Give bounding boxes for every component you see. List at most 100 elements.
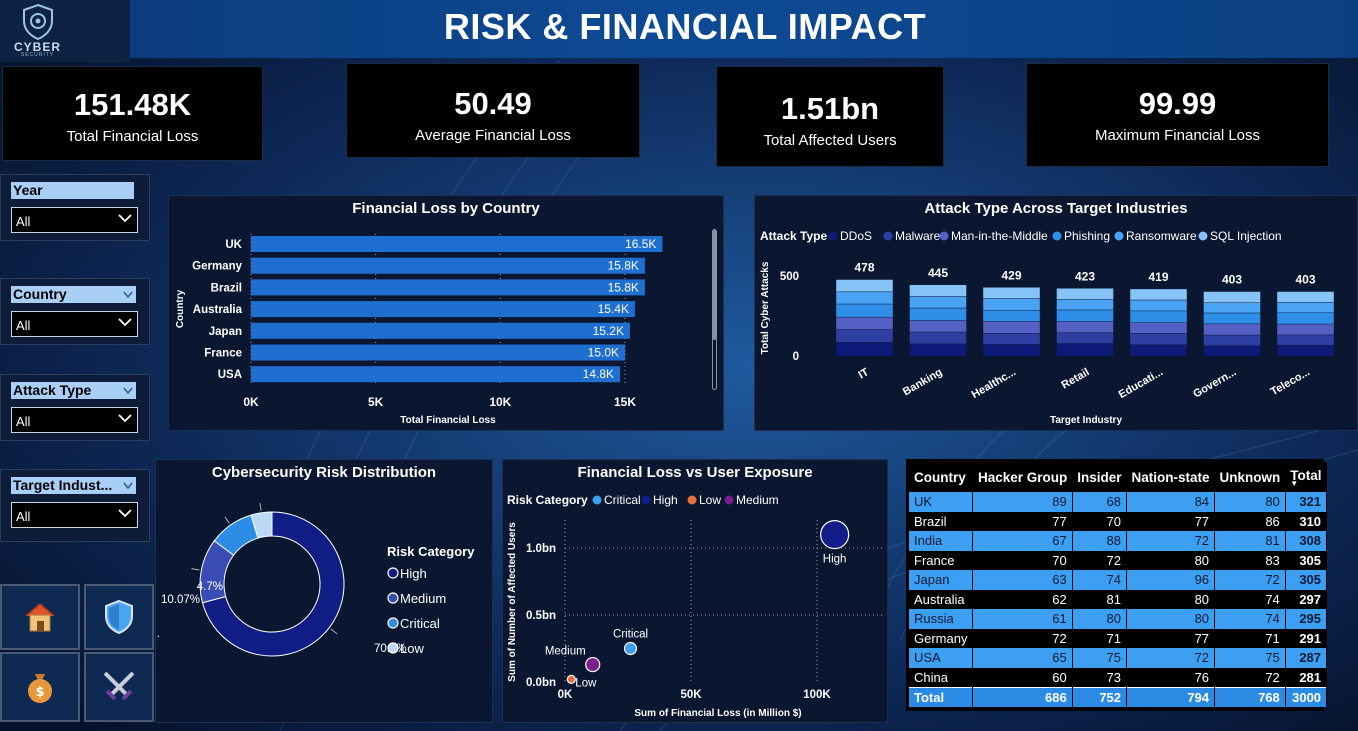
attack-type-dropdown[interactable]: All [11,407,138,433]
stacked-bar-segment[interactable] [1203,345,1261,357]
shield-nav-button[interactable] [84,584,154,650]
donut-slice[interactable] [201,511,345,657]
legend-label[interactable]: Ransomware [1126,229,1197,243]
legend-label[interactable]: Low [699,493,721,507]
column-header[interactable]: Total ▼ [1285,462,1327,492]
column-header[interactable]: Unknown [1214,462,1286,492]
country-bar[interactable] [251,257,645,274]
stacked-bar-segment[interactable] [835,303,894,318]
stacked-bar-segment[interactable] [1056,321,1114,333]
stacked-bar-segment[interactable] [835,279,894,293]
table-row[interactable]: Australia 62 81 80 74 297 [909,589,1328,609]
stacked-bar-segment[interactable] [982,298,1041,311]
stacked-bar-segment[interactable] [1276,344,1335,357]
stacked-bar-segment[interactable] [1276,291,1335,303]
stacked-bar-segment[interactable] [1276,334,1335,346]
legend-label[interactable]: DDoS [840,229,872,243]
legend-label[interactable]: Medium [736,493,779,507]
year-dropdown[interactable]: All [11,207,138,233]
table-row[interactable]: Germany 72 71 77 71 291 [909,628,1328,648]
stacked-bar-segment[interactable] [1203,323,1261,336]
logo-text: CYBER [13,40,61,54]
country-bar[interactable] [251,279,645,296]
stacked-bar-segment[interactable] [1203,302,1261,314]
table-row[interactable]: France 70 72 80 83 305 [909,550,1328,570]
legend-label[interactable]: High [400,566,427,581]
stacked-bar-segment[interactable] [835,329,894,343]
stacked-bar-segment[interactable] [1203,334,1261,346]
stacked-bar-segment[interactable] [1056,288,1114,300]
stacked-bar-segment[interactable] [835,316,894,330]
stacked-bar-segment[interactable] [1129,322,1188,334]
column-header[interactable]: Nation-state [1126,462,1215,492]
legend-label[interactable]: SQL Injection [1210,229,1282,243]
table-row[interactable]: Brazil 77 70 77 86 310 [909,511,1328,531]
stacked-bar-segment[interactable] [1276,302,1335,313]
stacked-bar-segment[interactable] [982,344,1041,357]
column-header[interactable]: Country [909,462,973,492]
country-dropdown[interactable]: All [11,311,138,337]
legend-label[interactable]: Critical [604,493,641,507]
legend-label[interactable]: Malware [895,229,941,243]
stacked-bar-segment[interactable] [1056,299,1114,311]
stacked-bar-segment[interactable] [835,342,894,357]
table-row[interactable]: India 67 88 72 81 308 [909,531,1328,551]
stacked-bar-segment[interactable] [1129,310,1188,323]
scatter-point[interactable] [623,641,638,656]
legend-label[interactable]: Man-in-the-Middle [951,229,1048,243]
stacked-bar-segment[interactable] [1129,299,1188,312]
attacks-nav-button[interactable] [84,652,154,722]
stacked-bar-segment[interactable] [1276,323,1335,336]
stacked-bar-segment[interactable] [1129,288,1188,301]
stacked-bar-segment[interactable] [909,331,967,345]
x-category-label: Retail [1060,366,1092,391]
stacked-bar-segment[interactable] [909,307,967,321]
legend-label[interactable]: Medium [400,591,446,606]
stacked-bar-segment[interactable] [982,287,1041,299]
scrollbar-thumb[interactable] [713,230,716,340]
country-bar[interactable] [251,366,621,383]
table-row[interactable]: Japan 63 74 96 72 305 [909,570,1328,590]
stacked-bar-segment[interactable] [982,333,1041,345]
stacked-bar-segment[interactable] [1056,343,1114,357]
stacked-bar-segment[interactable] [1129,344,1188,357]
chevron-down-icon[interactable] [123,482,133,489]
target-industry-dropdown[interactable]: All [11,502,138,528]
table-row[interactable]: China 60 73 76 72 281 [909,667,1328,687]
stacked-bar-segment[interactable] [1056,309,1114,322]
stacked-bar-segment[interactable] [1203,291,1261,303]
donut-slice[interactable] [250,511,273,539]
chevron-down-icon[interactable] [123,387,133,394]
stacked-bar-segment[interactable] [835,291,894,305]
stacked-bar-segment[interactable] [1203,312,1261,325]
scatter-point[interactable] [585,656,601,673]
stacked-bar-segment[interactable] [1056,332,1114,344]
stacked-bar-segment[interactable] [909,296,967,309]
chart-scrollbar[interactable] [712,229,717,390]
stacked-bar-segment[interactable] [909,320,967,333]
column-header[interactable]: Insider [1072,462,1127,492]
scatter-point[interactable] [566,674,576,684]
table-row[interactable]: Russia 61 80 80 74 295 [909,609,1328,629]
country-bar[interactable] [251,236,663,252]
country-bar[interactable] [251,344,625,361]
stacked-bar-segment[interactable] [909,343,967,357]
stacked-bar-segment[interactable] [982,321,1041,334]
legend-label[interactable]: Phishing [1064,229,1110,243]
stacked-bar-segment[interactable] [909,284,967,297]
chevron-down-icon[interactable] [123,291,133,298]
scatter-point[interactable] [820,519,850,550]
country-bar[interactable] [251,301,635,318]
column-header[interactable]: Hacker Group [972,462,1073,492]
legend-label[interactable]: Critical [400,616,440,631]
table-row[interactable]: USA 65 75 72 75 287 [909,648,1328,668]
country-bar[interactable] [251,322,630,339]
legend-label[interactable]: Low [400,641,424,656]
table-row[interactable]: UK 89 68 84 80 321 [909,492,1328,512]
stacked-bar-segment[interactable] [1129,333,1188,345]
stacked-bar-segment[interactable] [1276,312,1335,325]
stacked-bar-segment[interactable] [982,310,1041,322]
finance-nav-button[interactable]: $ [0,652,80,722]
legend-label[interactable]: High [653,493,678,507]
home-nav-button[interactable] [0,584,80,650]
